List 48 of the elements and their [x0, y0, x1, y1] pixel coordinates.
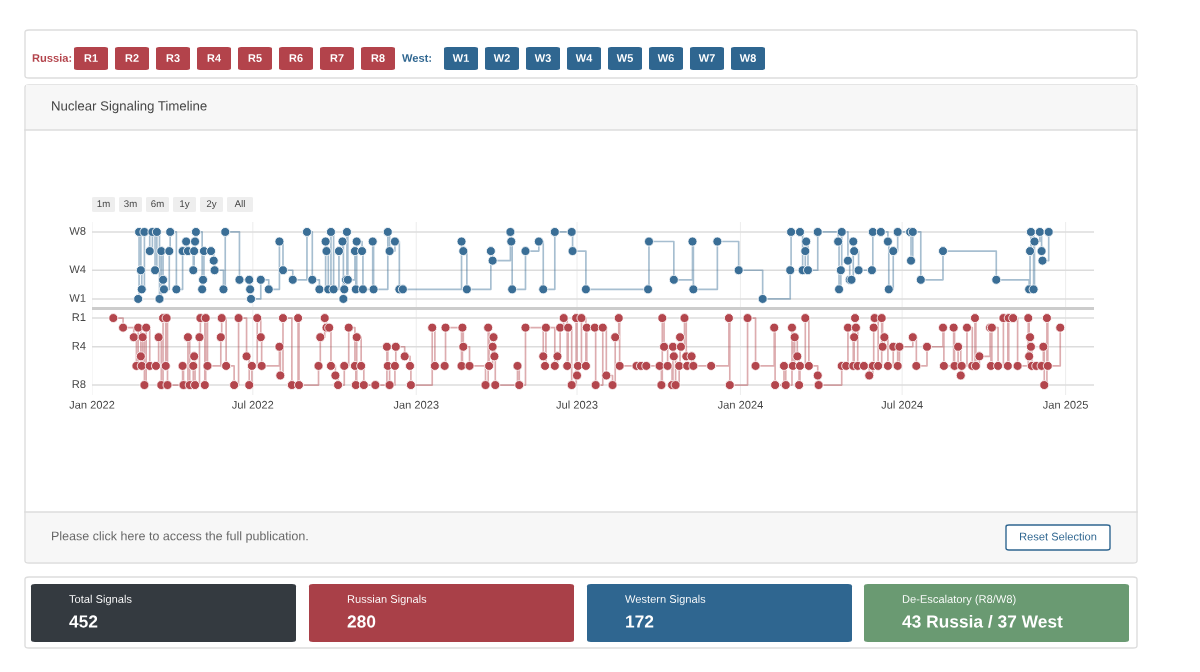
text: 43 Russia / 37 West — [902, 614, 1063, 628]
text: R5 — [248, 54, 262, 62]
text: R7 — [330, 54, 344, 62]
text: 3m — [124, 200, 137, 208]
x-tick-label: Jan 2024 — [717, 400, 763, 409]
x-tick-label: Jan 2023 — [393, 400, 439, 409]
ref-line-label: W8 — [69, 227, 86, 235]
ref-line-label: R4 — [72, 342, 86, 350]
text: 280 — [347, 615, 376, 628]
text: Please click here to access the full publication. — [52, 531, 308, 543]
chart-title: Nuclear Signaling Timeline — [52, 100, 207, 114]
text: R4 — [207, 54, 222, 62]
text: W1 — [452, 54, 470, 62]
text: 2y — [206, 200, 217, 210]
text: 172 — [626, 615, 654, 628]
text: R3 — [166, 54, 180, 62]
x-tick-label: Jan 2025 — [1042, 400, 1088, 409]
text: 6m — [151, 200, 164, 208]
ref-line-label: R1 — [72, 313, 86, 321]
text: W3 — [534, 54, 551, 62]
text: W2 — [493, 54, 510, 62]
text: R2 — [125, 54, 139, 62]
text: W5 — [616, 54, 634, 62]
text: 452 — [69, 615, 98, 628]
text: Reset Selection — [1020, 532, 1097, 541]
ref-line-label: R8 — [72, 380, 86, 389]
text: Russian Signals — [347, 594, 427, 606]
text: W4 — [575, 54, 593, 62]
text: 1y — [180, 200, 190, 210]
text: R1 — [84, 54, 98, 62]
x-tick-label: Jul 2022 — [231, 400, 274, 409]
text: R6 — [289, 54, 303, 62]
text: R8 — [371, 54, 385, 62]
text: 1m — [97, 200, 110, 208]
x-tick-label: Jul 2024 — [881, 400, 923, 409]
ref-line-label: W4 — [69, 265, 86, 274]
x-tick-label: Jan 2022 — [69, 400, 115, 409]
text: Russia: — [32, 53, 72, 62]
ref-line-label: W1 — [69, 294, 86, 302]
text: Total Signals — [69, 594, 132, 606]
text: All — [234, 199, 245, 208]
text: W6 — [657, 54, 674, 62]
text: W8 — [739, 54, 756, 62]
text: De-Escalatory (R8/W8) — [902, 594, 1016, 606]
x-tick-label: Jul 2023 — [556, 400, 598, 409]
text: Western Signals — [625, 594, 706, 606]
text: W7 — [698, 54, 715, 62]
text: West: — [402, 54, 431, 62]
